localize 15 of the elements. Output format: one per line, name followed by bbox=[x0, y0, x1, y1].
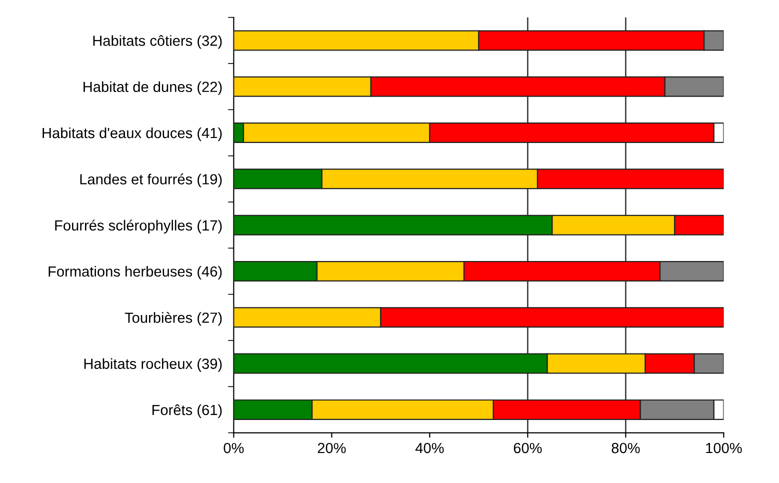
x-tick-label: 40% bbox=[415, 442, 444, 454]
x-tick-label: 100% bbox=[706, 442, 742, 454]
y-tick-label: Formations herbeuses (46) bbox=[48, 266, 222, 280]
y-tick-label: Fourrés sclérophylles (17) bbox=[55, 220, 222, 234]
y-tick-label: Habitats rocheux (39) bbox=[84, 358, 222, 372]
y-tick-label: Forêts (61) bbox=[152, 404, 222, 418]
y-tick-label: Tourbières (27) bbox=[124, 312, 222, 326]
y-tick-label: Habitats côtiers (32) bbox=[93, 35, 222, 49]
y-tick-label: Landes et fourrés (19) bbox=[80, 174, 222, 188]
x-tick-label: 20% bbox=[318, 442, 346, 454]
y-tick-label: Habitat de dunes (22) bbox=[84, 81, 222, 95]
y-tick-label: Habitats d'eaux douces (41) bbox=[42, 127, 222, 142]
x-tick-label: 0% bbox=[224, 442, 244, 454]
x-tick-label: 60% bbox=[514, 442, 542, 454]
x-tick-label: 80% bbox=[612, 442, 640, 454]
